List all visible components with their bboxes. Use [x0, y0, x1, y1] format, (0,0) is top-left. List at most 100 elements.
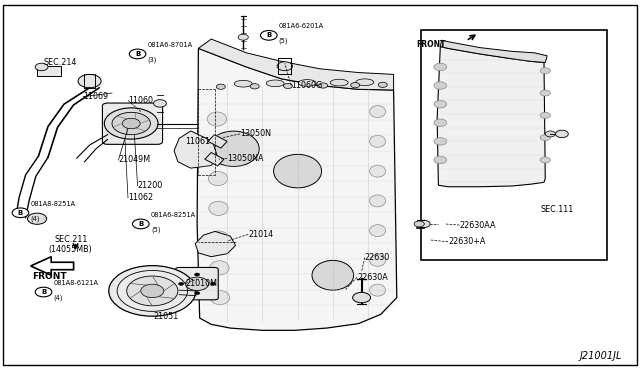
Text: (3): (3) — [147, 57, 157, 63]
Text: (5): (5) — [151, 227, 161, 233]
Circle shape — [35, 287, 52, 297]
Polygon shape — [440, 40, 547, 62]
Polygon shape — [437, 46, 545, 187]
Bar — [421, 30, 607, 260]
Ellipse shape — [370, 195, 385, 207]
Circle shape — [127, 276, 178, 306]
Circle shape — [434, 100, 447, 108]
Circle shape — [260, 31, 277, 40]
Ellipse shape — [209, 171, 228, 186]
Circle shape — [211, 282, 216, 285]
Text: FRONT: FRONT — [416, 40, 445, 49]
Circle shape — [129, 49, 146, 59]
Circle shape — [319, 83, 328, 88]
Circle shape — [434, 63, 447, 71]
Circle shape — [186, 277, 209, 291]
Circle shape — [434, 82, 447, 89]
Circle shape — [238, 34, 248, 40]
Text: 22630: 22630 — [365, 253, 390, 262]
Ellipse shape — [210, 261, 229, 275]
Text: B: B — [41, 289, 46, 295]
Circle shape — [132, 219, 149, 229]
Circle shape — [154, 100, 166, 107]
Text: B: B — [18, 210, 23, 216]
Circle shape — [540, 135, 550, 141]
Circle shape — [277, 62, 292, 71]
Text: 21049M: 21049M — [118, 155, 150, 164]
Ellipse shape — [370, 165, 385, 177]
Circle shape — [540, 90, 550, 96]
Circle shape — [12, 208, 29, 218]
Ellipse shape — [211, 291, 230, 305]
Circle shape — [540, 157, 550, 163]
Circle shape — [35, 63, 48, 71]
Polygon shape — [205, 153, 224, 166]
Ellipse shape — [209, 231, 228, 245]
Circle shape — [195, 292, 200, 295]
Text: 11060G: 11060G — [291, 81, 323, 90]
Ellipse shape — [330, 79, 348, 86]
Ellipse shape — [356, 79, 374, 86]
Text: 21200: 21200 — [138, 182, 163, 190]
Circle shape — [179, 282, 184, 285]
Text: SEC.214: SEC.214 — [44, 58, 77, 67]
Text: SEC.211: SEC.211 — [54, 235, 88, 244]
Circle shape — [540, 68, 550, 74]
Circle shape — [351, 83, 360, 88]
Ellipse shape — [208, 142, 227, 156]
Text: B: B — [135, 51, 140, 57]
Text: FRONT: FRONT — [33, 272, 67, 281]
Text: 11069: 11069 — [83, 92, 108, 101]
Text: 21051: 21051 — [154, 312, 179, 321]
Text: 11062: 11062 — [128, 193, 153, 202]
Text: 21010M: 21010M — [186, 279, 218, 288]
Circle shape — [216, 84, 225, 89]
Ellipse shape — [370, 284, 385, 296]
Text: B: B — [266, 32, 271, 38]
Ellipse shape — [370, 225, 385, 237]
Text: 22630+A: 22630+A — [448, 237, 485, 246]
Text: 081A8-6121A: 081A8-6121A — [54, 280, 99, 286]
Ellipse shape — [209, 201, 228, 215]
Ellipse shape — [207, 112, 227, 126]
Circle shape — [378, 82, 387, 87]
Circle shape — [414, 221, 424, 227]
Polygon shape — [197, 48, 397, 330]
Text: J21001JL: J21001JL — [580, 351, 622, 361]
Circle shape — [112, 112, 150, 135]
Ellipse shape — [274, 154, 322, 188]
Ellipse shape — [312, 260, 354, 290]
FancyBboxPatch shape — [102, 103, 163, 144]
Text: 081A6-8701A: 081A6-8701A — [147, 42, 193, 48]
Bar — [37, 66, 61, 76]
Polygon shape — [208, 135, 227, 148]
FancyBboxPatch shape — [175, 267, 218, 300]
Circle shape — [78, 74, 101, 88]
Ellipse shape — [370, 135, 385, 147]
Text: 13050NA: 13050NA — [227, 154, 264, 163]
Circle shape — [141, 284, 164, 298]
Text: 22630AA: 22630AA — [460, 221, 496, 230]
Text: 081A8-8251A: 081A8-8251A — [31, 201, 76, 207]
Circle shape — [104, 108, 158, 139]
Text: 081A6-8251A: 081A6-8251A — [151, 212, 196, 218]
Circle shape — [109, 266, 196, 316]
Text: 13050N: 13050N — [240, 129, 271, 138]
Text: 11060: 11060 — [128, 96, 153, 105]
Polygon shape — [174, 131, 218, 168]
Ellipse shape — [266, 80, 284, 87]
Circle shape — [434, 156, 447, 164]
Text: 11061: 11061 — [186, 137, 211, 146]
Circle shape — [195, 273, 200, 276]
Text: (14055MB): (14055MB) — [48, 245, 92, 254]
Text: (4): (4) — [54, 295, 63, 301]
Text: SEC.111: SEC.111 — [541, 205, 574, 214]
Ellipse shape — [234, 80, 252, 87]
Circle shape — [250, 84, 259, 89]
Circle shape — [545, 131, 556, 137]
Ellipse shape — [370, 254, 385, 266]
Ellipse shape — [298, 80, 316, 86]
Polygon shape — [195, 231, 236, 257]
Polygon shape — [198, 39, 394, 90]
Circle shape — [28, 213, 47, 224]
